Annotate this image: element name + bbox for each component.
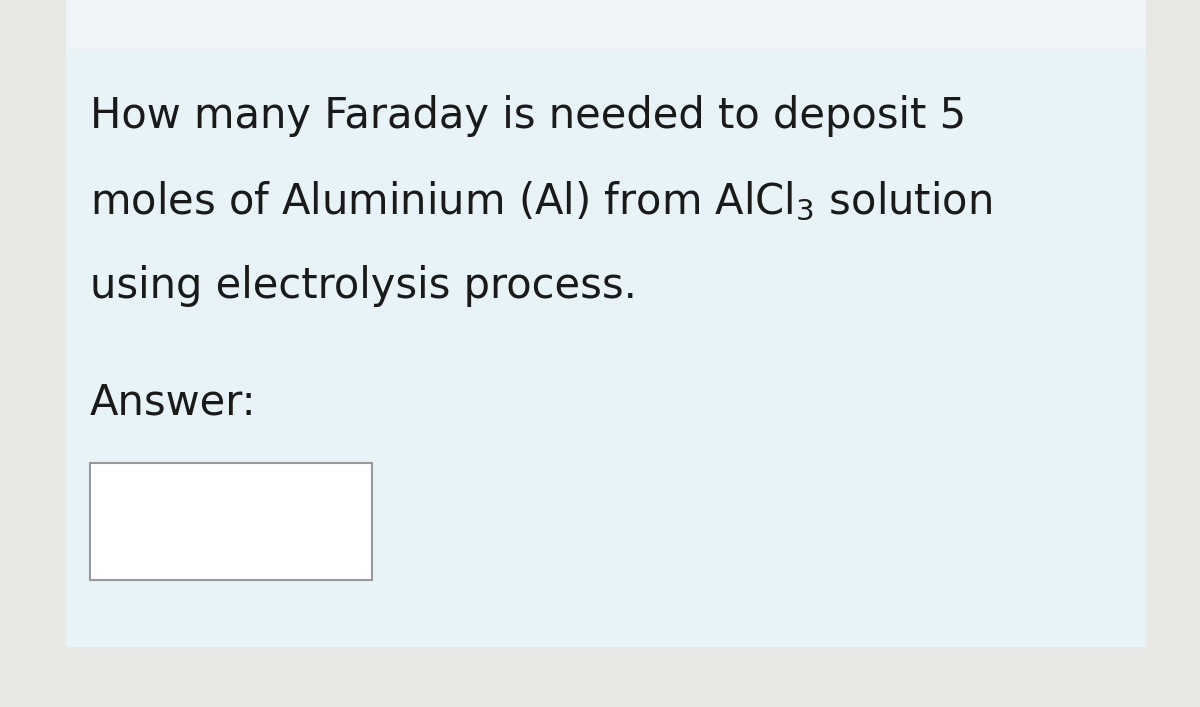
Text: moles of Aluminium (Al) from AlCl$_3$ solution: moles of Aluminium (Al) from AlCl$_3$ so… bbox=[90, 180, 992, 223]
Text: How many Faraday is needed to deposit 5: How many Faraday is needed to deposit 5 bbox=[90, 95, 966, 137]
Text: using electrolysis process.: using electrolysis process. bbox=[90, 265, 637, 307]
Text: Answer:: Answer: bbox=[90, 382, 257, 423]
